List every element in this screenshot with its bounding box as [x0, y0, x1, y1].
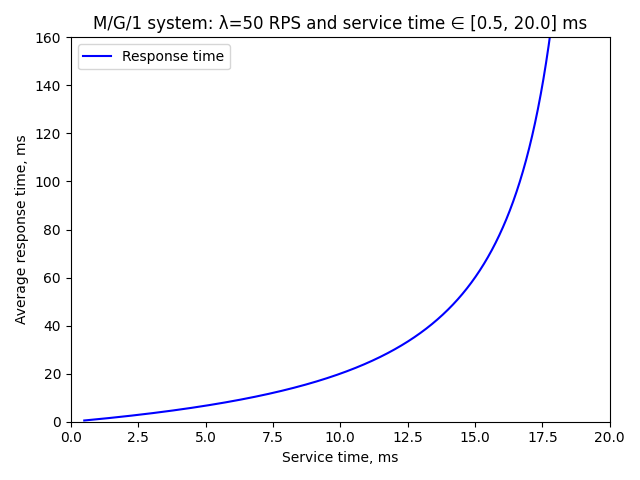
- Line: Response time: Response time: [84, 0, 610, 420]
- Response time: [81, 418, 88, 423]
- Title: M/G/1 system: λ=50 RPS and service time ∈ [0.5, 20.0] ms: M/G/1 system: λ=50 RPS and service time …: [93, 15, 588, 33]
- X-axis label: Service time, ms: Service time, ms: [282, 451, 399, 465]
- Response time: [322, 376, 330, 382]
- Response time: [494, 235, 502, 241]
- Y-axis label: Average response time, ms: Average response time, ms: [15, 135, 29, 324]
- Legend: Response time: Response time: [77, 44, 230, 70]
- Response time: [336, 371, 344, 377]
- Response time: [108, 415, 115, 421]
